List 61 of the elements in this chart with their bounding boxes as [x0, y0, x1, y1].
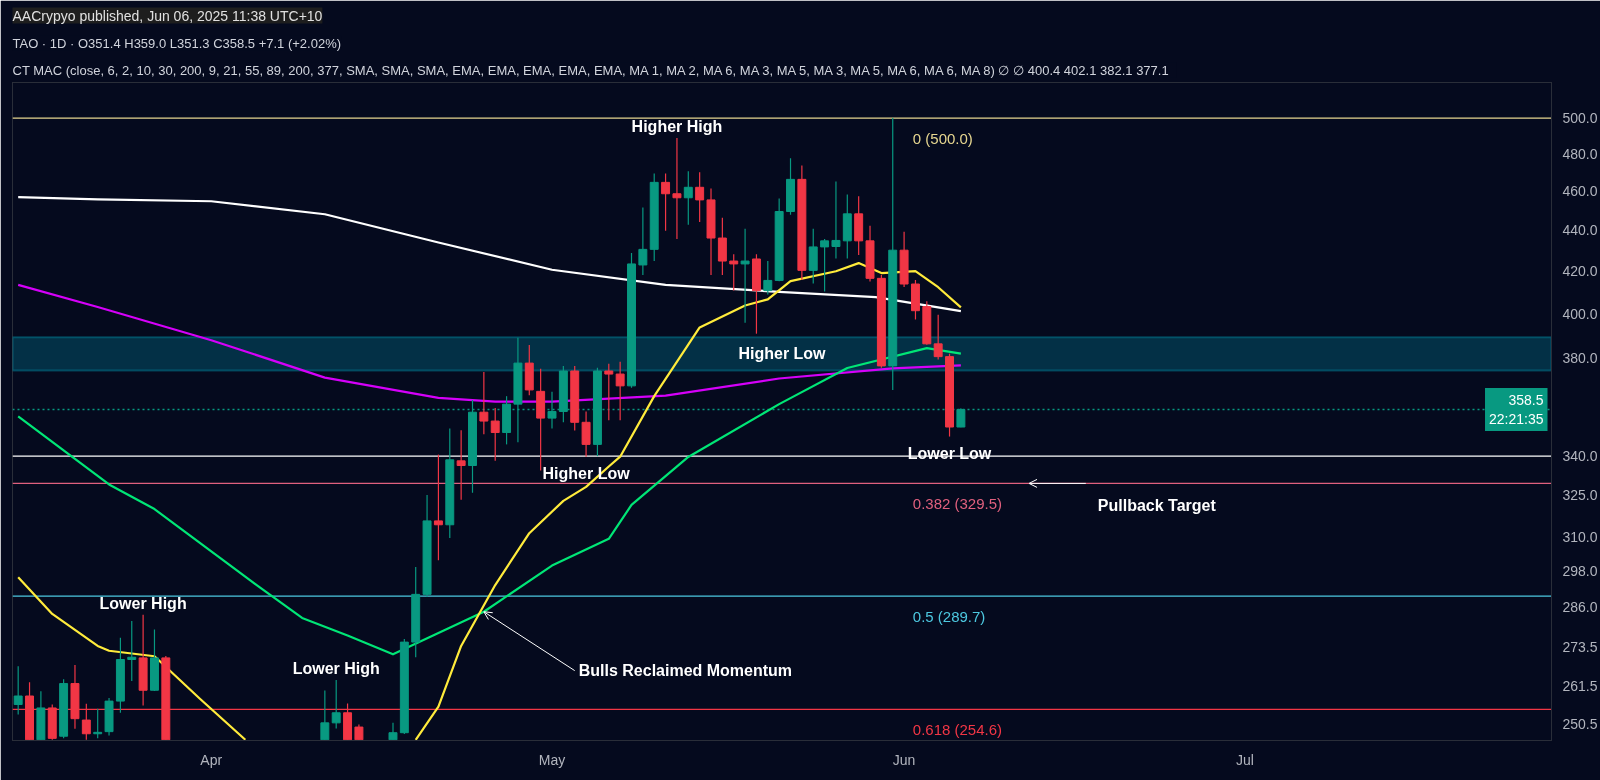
x-tick-label: May: [538, 751, 566, 768]
candlestick: [808, 228, 818, 284]
line-series: [17, 196, 962, 313]
candlestick: [433, 454, 443, 561]
candlestick: [604, 363, 614, 421]
annotation: Pullback Target: [1097, 497, 1217, 515]
annotation: Lower High: [292, 659, 380, 677]
candlestick: [320, 690, 330, 741]
y-tick-label: 440.0: [1562, 222, 1598, 239]
band-label: Higher Low: [738, 345, 827, 363]
annotation: Bulls Reclaimed Momentum: [578, 662, 793, 680]
y-tick-label: 310.0: [1562, 528, 1598, 545]
chart-title: TAO · 1D · O351.4 H359.0 L351.3 C358.5 +7.1 (+2.02%): [12, 35, 342, 51]
y-tick-label: 420.0: [1562, 262, 1598, 279]
candlestick: [661, 172, 671, 232]
candlestick: [638, 206, 648, 276]
y-tick-label: 500.0: [1562, 110, 1598, 127]
ref-line-label: 0.382 (329.5): [912, 494, 1003, 512]
ref-line-label: 0.5 (289.7): [912, 607, 986, 625]
candlestick: [933, 314, 943, 361]
candlestick: [479, 371, 489, 435]
candlestick: [127, 620, 137, 682]
x-tick-label: Apr: [200, 751, 223, 768]
y-tick-label: 298.0: [1562, 563, 1598, 580]
annotation: Lower High: [99, 594, 187, 612]
y-tick-label: 250.5: [1562, 715, 1598, 732]
y-tick-label: 340.0: [1562, 447, 1598, 464]
y-tick-label: 380.0: [1562, 350, 1598, 367]
candlestick: [13, 665, 23, 716]
y-tick-label: 261.5: [1562, 677, 1598, 694]
ref-line-label: 358.5 22:21:35: [1489, 391, 1544, 428]
annotation: Higher Low: [542, 464, 631, 482]
candlestick: [740, 228, 750, 324]
candlestick: [331, 679, 341, 730]
candlestick: [490, 407, 500, 462]
y-tick-label: 325.0: [1562, 487, 1598, 504]
x-tick-label: Jun: [892, 751, 916, 768]
x-tick-label: Jul: [1235, 751, 1254, 768]
candlestick: [683, 170, 693, 226]
candlestick: [717, 217, 727, 276]
ref-line-label: 0 (500.0): [912, 129, 973, 147]
candlestick: [695, 171, 705, 223]
candlestick: [388, 722, 398, 741]
candlestick: [581, 410, 591, 458]
line-series: [17, 283, 962, 403]
y-tick-label: 480.0: [1562, 145, 1598, 162]
y-tick-label: 400.0: [1562, 305, 1598, 322]
chart-subtitle: CT MAC (close, 6, 2, 10, 30, 200, 9, 21, 55, 89, 200, 377, SMA, SMA, SMA, EMA, EMA, EMA, EMA, EMA, MA 1, MA 2, MA 6, MA 3, MA 5, MA 3, MA 5, MA 6, MA 6, MA 8) ∅ ∅ 400.4 402.1 382.1 377.1: [12, 62, 1169, 78]
candlestick: [672, 137, 682, 240]
y-tick-label: 460.0: [1562, 183, 1598, 200]
candlestick: [729, 253, 739, 292]
candlestick: [831, 181, 841, 260]
y-tick-label: 273.5: [1562, 638, 1598, 655]
candlestick: [820, 238, 830, 293]
candlestick: [763, 260, 773, 296]
candlestick: [456, 429, 466, 501]
ref-line-label: 0.618 (254.6): [912, 720, 1003, 738]
annotation: Higher High: [631, 118, 723, 136]
text: AACrypyo published, Jun 06, 2025 11:38 UTC+10: [12, 7, 323, 24]
y-tick-label: 286.0: [1562, 599, 1598, 616]
candlestick: [615, 361, 625, 421]
